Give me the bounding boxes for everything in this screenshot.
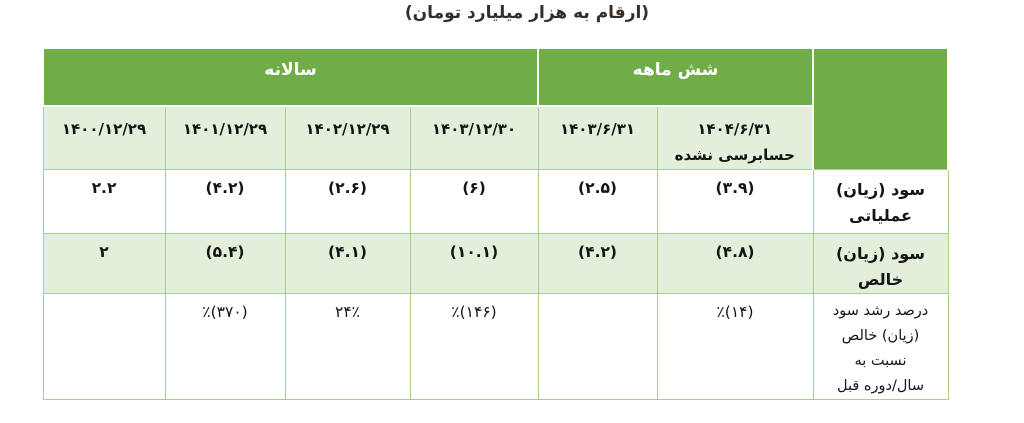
- table-cell: ۲: [42, 232, 166, 295]
- date-header-1404-06-31: ۱۴۰۴/۶/۳۱ حسابرسی نشده: [656, 105, 814, 170]
- corner-header: [812, 47, 950, 170]
- table-cell: (۴.۸): [656, 232, 814, 295]
- date-header-1402-12-29: ۱۴۰۲/۱۲/۲۹: [284, 105, 411, 170]
- group-header-six-month: شش ماهه: [537, 47, 815, 107]
- table-cell: (۵.۴): [164, 232, 286, 295]
- table-cell: (۳۷۰)٪: [164, 293, 286, 401]
- date-header-1401-12-29: ۱۴۰۱/۱۲/۲۹: [164, 105, 286, 170]
- group-header-row: شش ماهه سالانه: [41, 47, 950, 170]
- date-header-1403-06-31: ۱۴۰۳/۶/۳۱: [537, 105, 658, 170]
- table-cell: [42, 293, 166, 401]
- table-cell: (۲.۵): [537, 168, 658, 234]
- table-row-net-profit: سود (زیان) خالص (۴.۸) (۴.۲) (۱۰.۱) (۴.۱)…: [42, 232, 949, 295]
- row-label-net-profit-growth: درصد رشد سود (زیان) خالص نسبت به سال/دور…: [812, 293, 949, 401]
- table-cell: (۱۰.۱): [409, 232, 539, 295]
- table-cell: ۲.۲: [42, 168, 166, 234]
- table-row-net-profit-growth: درصد رشد سود (زیان) خالص نسبت به سال/دور…: [42, 293, 949, 401]
- table-cell: (۲.۶): [284, 168, 411, 234]
- table-cell: (۳.۹): [656, 168, 814, 234]
- table-cell: (۴.۲): [164, 168, 286, 234]
- group-header-annual: سالانه: [41, 47, 540, 107]
- table-cell: ۲۴٪: [284, 293, 411, 401]
- table-cell: (۴.۲): [537, 232, 658, 295]
- row-label-operating-profit: سود (زیان) عملیاتی: [812, 168, 949, 234]
- table-cell: (۴.۱): [284, 232, 411, 295]
- table-cell: (۱۴)٪: [656, 293, 814, 401]
- table-cell: [537, 293, 658, 401]
- table-cell: (۱۴۶)٪: [409, 293, 539, 401]
- date-header-row: ۱۴۰۴/۶/۳۱ حسابرسی نشده ۱۴۰۳/۶/۳۱ ۱۴۰۳/۱۲…: [42, 105, 948, 170]
- row-label-net-profit: سود (زیان) خالص: [812, 232, 949, 295]
- table-row-operating-profit: سود (زیان) عملیاتی (۳.۹) (۲.۵) (۶) (۲.۶)…: [42, 168, 949, 234]
- date-header-1400-12-29: ۱۴۰۰/۱۲/۲۹: [42, 105, 166, 170]
- date-header-1403-12-30: ۱۴۰۳/۱۲/۳۰: [409, 105, 539, 170]
- page-title: (ارقام به هزار میلیارد تومان): [404, 3, 650, 23]
- financial-table: شش ماهه سالانه ۱۴۰۴/۶/۳۱ حسابرسی نشده ۱۴…: [41, 47, 950, 401]
- table-cell: (۶): [409, 168, 539, 234]
